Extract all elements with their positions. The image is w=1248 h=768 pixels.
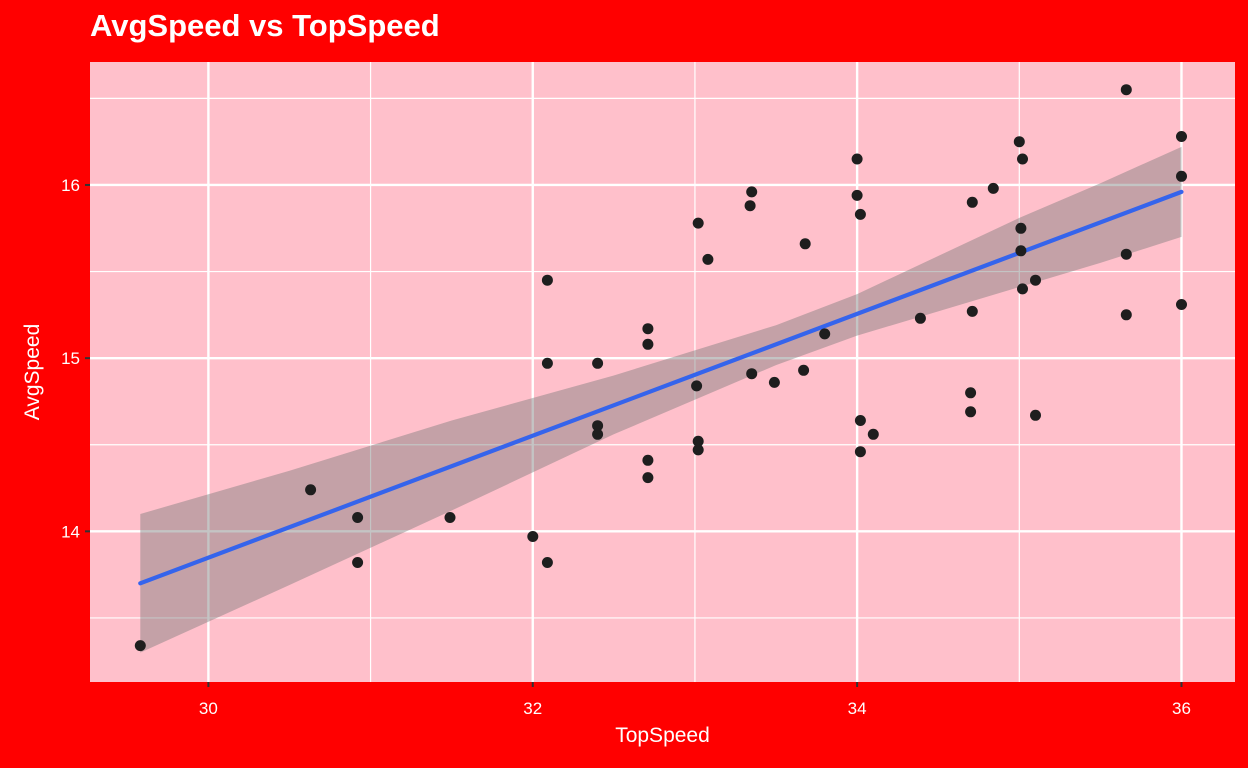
data-point <box>914 312 926 324</box>
y-axis-title: AvgSpeed <box>21 323 44 421</box>
plot-panel <box>90 62 1235 682</box>
data-point <box>541 557 553 568</box>
data-point <box>744 200 756 212</box>
data-point <box>1120 84 1132 96</box>
data-point <box>444 512 456 523</box>
data-point <box>541 274 553 286</box>
data-point <box>1030 409 1041 421</box>
x-tick-label: 30 <box>199 699 218 718</box>
data-point <box>1030 274 1041 286</box>
x-tick-label: 34 <box>848 699 867 718</box>
data-point <box>798 364 810 376</box>
confidence-band <box>140 146 1182 653</box>
chart-title: AvgSpeed vs TopSpeed <box>90 8 440 43</box>
data-point <box>527 531 539 542</box>
data-point <box>1120 309 1132 321</box>
data-point <box>592 357 604 369</box>
data-point <box>1015 245 1027 257</box>
data-point <box>854 446 866 458</box>
data-point <box>592 428 604 440</box>
data-point <box>1176 299 1187 310</box>
y-tick-label: 16 <box>61 176 80 195</box>
data-point <box>352 557 364 568</box>
data-point <box>592 420 604 432</box>
data-point <box>1017 153 1028 165</box>
data-point <box>134 640 146 652</box>
data-point <box>692 217 704 229</box>
data-point <box>692 444 704 456</box>
x-axis-title: TopSpeed <box>615 724 710 747</box>
data-point <box>851 189 863 201</box>
data-point <box>854 415 866 426</box>
data-point <box>1176 131 1187 142</box>
data-point <box>642 472 654 484</box>
data-point <box>642 338 654 350</box>
data-point <box>966 196 978 208</box>
data-point <box>746 368 758 380</box>
data-point <box>819 328 831 340</box>
data-point <box>965 387 977 399</box>
y-tick-label: 15 <box>61 349 80 368</box>
data-point <box>965 406 977 418</box>
x-tick-label: 36 <box>1172 699 1191 718</box>
data-point <box>854 208 866 220</box>
data-point <box>692 435 704 447</box>
data-point <box>642 323 654 335</box>
data-point <box>1120 248 1132 260</box>
y-tick-label: 14 <box>61 522 80 541</box>
data-point <box>966 305 978 317</box>
data-point <box>352 512 364 523</box>
data-point <box>702 253 714 265</box>
data-point <box>1176 170 1187 182</box>
data-point <box>1013 136 1025 148</box>
data-point <box>305 484 317 496</box>
data-point <box>642 454 654 466</box>
data-point <box>987 182 999 194</box>
data-point <box>746 186 758 198</box>
data-point <box>799 238 811 250</box>
data-point <box>691 380 703 392</box>
trend-line <box>138 189 1184 586</box>
data-point <box>851 153 863 165</box>
data-point <box>1017 283 1028 295</box>
data-point <box>541 357 553 369</box>
data-point <box>768 376 780 388</box>
data-point <box>1015 222 1027 234</box>
x-tick-label: 32 <box>523 699 542 718</box>
data-point <box>867 428 879 440</box>
